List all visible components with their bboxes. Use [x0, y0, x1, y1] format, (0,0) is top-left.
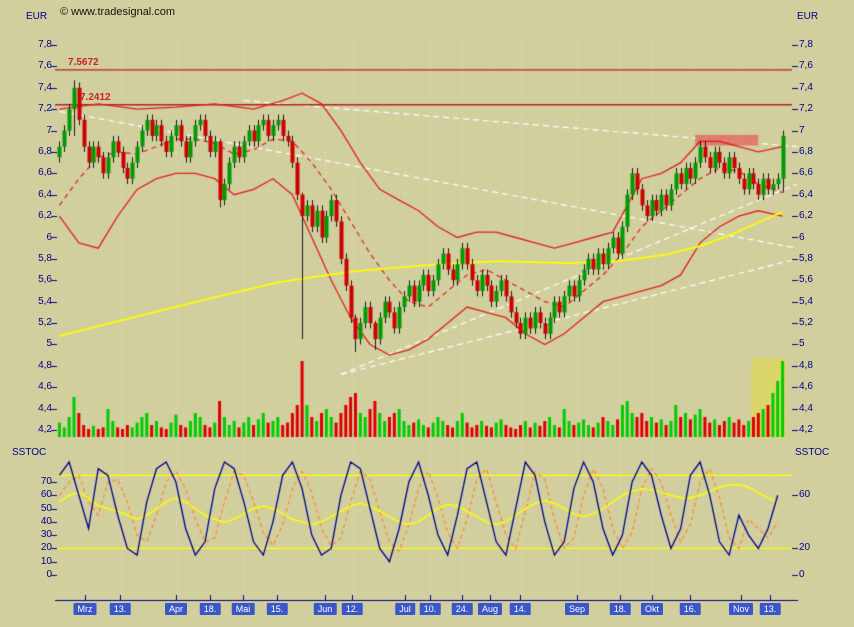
date-tick-label: Aug: [477, 603, 503, 615]
price-axis-label-left: 5: [46, 338, 52, 350]
date-tick-label: 16.: [679, 603, 701, 615]
price-axis-label-right: 6,6: [799, 167, 813, 179]
price-axis-label-right: 7: [799, 124, 805, 136]
price-axis-label-left: 4,8: [38, 359, 52, 371]
sstoc-axis-label-left: 20: [40, 542, 52, 554]
price-axis-label-left: 6: [46, 231, 52, 243]
date-tick-label: Mrz: [73, 603, 97, 615]
price-axis-label-left: 7,2: [38, 103, 52, 115]
price-axis-label-right: 7,6: [799, 60, 813, 72]
date-tick-label: Mai: [231, 603, 255, 615]
sstoc-title-left: SSTOC: [12, 447, 47, 458]
price-axis-label-left: 6,6: [38, 167, 52, 179]
price-axis-label-right: 4,6: [799, 381, 813, 393]
price-axis-label-right: 4,8: [799, 359, 813, 371]
price-axis-label-left: 7,8: [38, 39, 52, 50]
price-axis-label-left: 7,6: [38, 60, 52, 72]
sstoc-axis-label-left: 30: [40, 529, 52, 541]
date-tick-label: 18.: [609, 603, 631, 615]
sstoc-axis-label-left: 60: [40, 489, 52, 501]
price-axis-label-left: 5,2: [38, 317, 52, 329]
price-axis-label-right: 4,4: [799, 402, 813, 414]
price-axis-label-right: 5,8: [799, 252, 813, 264]
date-tick-label: 12.: [341, 603, 363, 615]
price-axis-title-right: EUR: [797, 11, 819, 22]
copyright-text: © www.tradesignal.com: [60, 6, 176, 18]
price-axis-label-left: 7,4: [38, 81, 52, 93]
price-axis-label-right: 7,2: [799, 103, 813, 115]
price-axis-label-left: 5,4: [38, 295, 52, 307]
price-level-label-7-5672: 7.5672: [68, 56, 99, 68]
date-tick-label: 18.: [199, 603, 221, 615]
price-axis-label-right: 6,4: [799, 188, 813, 200]
sstoc-axis-label-left: 50: [40, 502, 52, 514]
price-axis-label-right: 7,4: [799, 81, 813, 93]
sstoc-axis-label-left: 70: [40, 476, 52, 487]
price-axis-label-right: 5,4: [799, 295, 813, 307]
price-axis-label-left: 4,4: [38, 402, 52, 414]
price-axis-label-right: 6,2: [799, 210, 813, 222]
date-tick-label: Apr: [164, 603, 188, 615]
date-tick-label: Jul: [395, 603, 415, 615]
price-axis-label-right: 6: [799, 231, 805, 243]
price-axis-label-left: 6,4: [38, 188, 52, 200]
date-tick-label: Okt: [640, 603, 664, 615]
price-axis-label-left: 4,6: [38, 381, 52, 393]
date-tick-label: 13.: [109, 603, 131, 615]
sstoc-axis-label-left: 40: [40, 515, 52, 527]
sstoc-axis-label-right: 60: [799, 489, 811, 501]
price-level-label-7-2412: 7.2412: [80, 91, 111, 103]
date-tick-label: 24.: [451, 603, 473, 615]
date-tick-label: 14.: [509, 603, 531, 615]
sstoc-title-right: SSTOC: [795, 447, 830, 458]
price-axis-label-left: 5,6: [38, 274, 52, 286]
date-tick-label: Nov: [728, 603, 754, 615]
price-axis-title-left: EUR: [26, 11, 48, 22]
price-axis-label-left: 4,2: [38, 424, 52, 435]
price-axis-label-left: 7: [46, 124, 52, 136]
date-tick-label: 10.: [419, 603, 441, 615]
sstoc-axis-label-left: 10: [40, 555, 52, 567]
date-tick-label: 13.: [759, 603, 781, 615]
date-tick-label: Jun: [313, 603, 337, 615]
price-axis-label-right: 6,8: [799, 145, 813, 157]
price-axis-label-right: 5: [799, 338, 805, 350]
price-axis-label-left: 5,8: [38, 252, 52, 264]
date-tick-label: Sep: [564, 603, 590, 615]
price-axis-label-right: 7,8: [799, 39, 813, 50]
price-axis-label-right: 5,2: [799, 317, 813, 329]
price-axis-label-left: 6,8: [38, 145, 52, 157]
sstoc-axis-label-right: 0: [799, 569, 805, 580]
price-axis-label-left: 6,2: [38, 210, 52, 222]
date-tick-label: 15.: [266, 603, 288, 615]
sstoc-axis-label-left: 0: [46, 569, 52, 580]
price-axis-label-right: 5,6: [799, 274, 813, 286]
price-axis-label-right: 4,2: [799, 424, 813, 435]
sstoc-axis-label-right: 20: [799, 542, 811, 554]
